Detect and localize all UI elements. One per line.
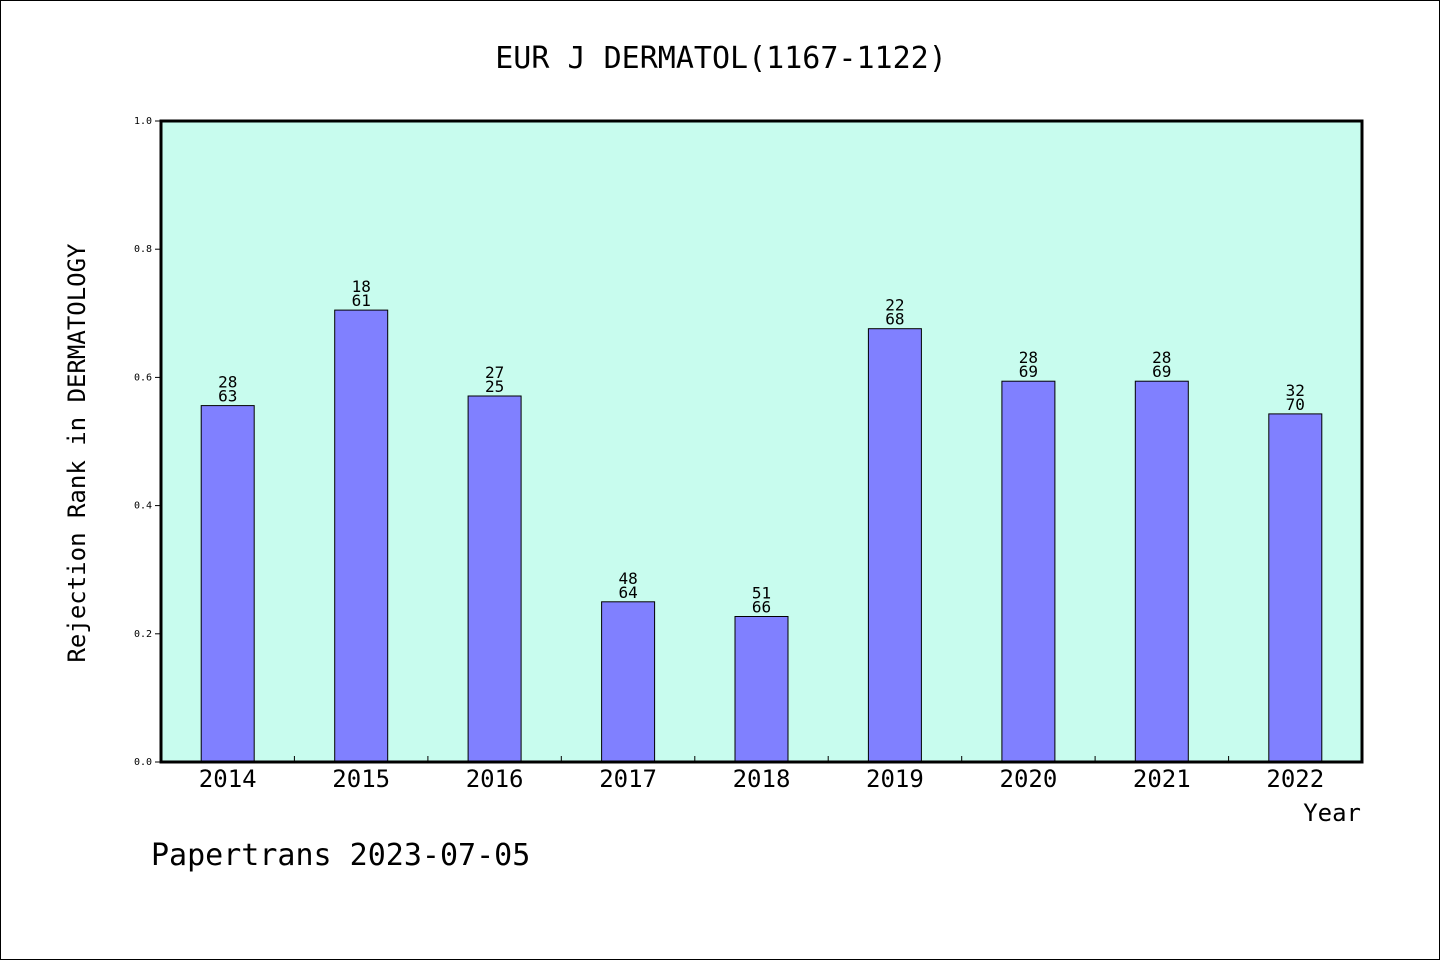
plot-border [159,119,1364,764]
x-tick-label-2021: 2021 [1133,765,1191,793]
x-tick-label-2018: 2018 [733,765,791,793]
x-tick-label-2020: 2020 [1000,765,1058,793]
bar-2021 [1134,380,1189,763]
y-tick-label: 0.4 [134,501,152,512]
x-axis-label: Year [1303,799,1361,827]
data-label-2015-top: 18 [352,277,371,296]
y-tick-label: 0.8 [134,244,152,255]
data-label-2018-top: 51 [752,584,771,603]
y-axis-label: Rejection Rank in DERMATOLOGY [63,243,91,663]
x-tick-label-2019: 2019 [866,765,924,793]
data-label-2017-bottom: 64 [618,583,637,602]
chart-title: EUR J DERMATOL(1167-1122) [495,41,947,76]
data-label-2015-bottom: 61 [352,291,371,310]
bar-2016 [467,395,522,763]
bar-2017 [601,601,656,763]
x-tick-label-2016: 2016 [466,765,524,793]
y-tick-label: 0.0 [134,757,152,768]
data-label-2017-top: 48 [618,569,637,588]
y-tick-label: 0.6 [134,372,152,383]
data-label-2014-top: 28 [218,373,237,392]
data-label-2022-bottom: 70 [1286,395,1305,414]
data-label-2022-top: 32 [1286,381,1305,400]
data-label-2018-bottom: 66 [752,598,771,617]
data-label-2016-bottom: 25 [485,377,504,396]
y-tick-label: 1.0 [134,116,152,127]
x-axis-ticks: 2014 2015 2016 2017 2018 2019 2020 2021 2022 [199,756,1324,793]
bar-2020 [1001,380,1056,763]
bar-2022 [1268,413,1323,763]
bar-2014 [200,405,255,763]
footer-watermark: Papertrans 2023-07-05 [151,838,530,873]
y-axis-ticks: 0.0 0.2 0.4 0.6 0.8 1.0 [134,116,161,768]
data-label-2021-top: 28 [1152,348,1171,367]
x-tick-label-2022: 2022 [1266,765,1324,793]
bar-2018 [734,616,789,763]
x-tick-label-2015: 2015 [332,765,390,793]
data-label-2021-bottom: 69 [1152,362,1171,381]
data-label-2016-top: 27 [485,363,504,382]
y-tick-label: 0.2 [134,629,152,640]
bars-layer [200,309,1323,763]
data-label-2020-top: 28 [1019,348,1038,367]
data-label-2014-bottom: 63 [218,387,237,406]
bar-2015 [334,309,389,763]
data-label-2020-bottom: 69 [1019,362,1038,381]
x-tick-label-2017: 2017 [599,765,657,793]
x-tick-label-2014: 2014 [199,765,257,793]
data-label-2019-bottom: 68 [885,310,904,329]
bar-2019 [867,328,922,763]
data-label-2019-top: 22 [885,296,904,315]
